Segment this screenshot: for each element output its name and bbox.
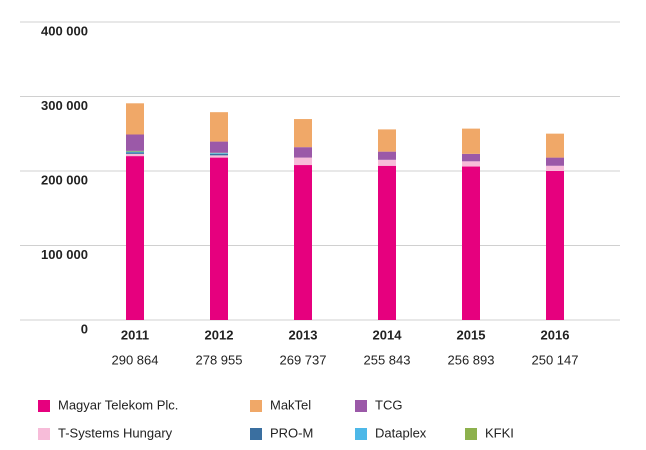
- bar-segment: [126, 151, 144, 153]
- bar-segment: [462, 161, 480, 167]
- bar-segment: [126, 153, 144, 157]
- total-label: 290 864: [112, 352, 159, 367]
- x-tick-label: 2011: [121, 327, 149, 342]
- total-label: 255 843: [364, 352, 411, 367]
- bar-segment: [546, 133, 564, 158]
- bar-segment: [462, 128, 480, 154]
- total-label: 278 955: [196, 352, 243, 367]
- bar-segment: [210, 155, 228, 158]
- y-tick-label: 400 000: [41, 23, 88, 38]
- legend-label: MakTel: [270, 397, 311, 412]
- legend-swatch: [38, 400, 50, 412]
- y-tick-label: 300 000: [41, 98, 88, 113]
- bar-segment: [294, 165, 312, 320]
- bar-segment: [294, 157, 312, 166]
- bar-segment: [210, 112, 228, 142]
- legend-label: T-Systems Hungary: [58, 425, 173, 440]
- y-tick-label: 0: [81, 321, 88, 336]
- legend-swatch: [250, 400, 262, 412]
- x-tick-label: 2015: [457, 327, 486, 342]
- legend-label: KFKI: [485, 425, 514, 440]
- bar-segment: [126, 134, 144, 151]
- legend-swatch: [355, 400, 367, 412]
- bar-segment: [462, 166, 480, 320]
- bar-segment: [210, 153, 228, 156]
- x-tick-label: 2014: [373, 327, 403, 342]
- x-tick-label: 2013: [289, 327, 318, 342]
- total-label: 256 893: [448, 352, 495, 367]
- y-tick-label: 200 000: [41, 172, 88, 187]
- legend-swatch: [355, 428, 367, 440]
- total-label: 269 737: [280, 352, 327, 367]
- legend-label: Magyar Telekom Plc.: [58, 397, 178, 412]
- bar-segment: [546, 165, 564, 171]
- legend-label: Dataplex: [375, 425, 427, 440]
- bar-segment: [126, 103, 144, 135]
- bar-segment: [546, 171, 564, 320]
- bar-segment: [210, 157, 228, 320]
- bar-segment: [294, 119, 312, 148]
- bar-segment: [126, 156, 144, 320]
- bar-segment: [378, 159, 396, 166]
- bar-segment: [462, 153, 480, 162]
- bar-segment: [546, 157, 564, 166]
- x-tick-label: 2012: [205, 327, 234, 342]
- legend-swatch: [465, 428, 477, 440]
- y-tick-label: 100 000: [41, 247, 88, 262]
- legend-swatch: [38, 428, 50, 440]
- legend-label: PRO-M: [270, 425, 313, 440]
- bar-segment: [210, 141, 228, 153]
- bar-segment: [378, 151, 396, 160]
- bar-segment: [378, 165, 396, 320]
- bar-segment: [126, 150, 144, 152]
- bar-segment: [210, 153, 228, 154]
- bar-segment: [294, 147, 312, 158]
- bar-segment: [126, 152, 144, 154]
- legend-label: TCG: [375, 397, 402, 412]
- legend-swatch: [250, 428, 262, 440]
- total-label: 250 147: [532, 352, 579, 367]
- x-tick-label: 2016: [541, 327, 570, 342]
- bar-segment: [378, 129, 396, 152]
